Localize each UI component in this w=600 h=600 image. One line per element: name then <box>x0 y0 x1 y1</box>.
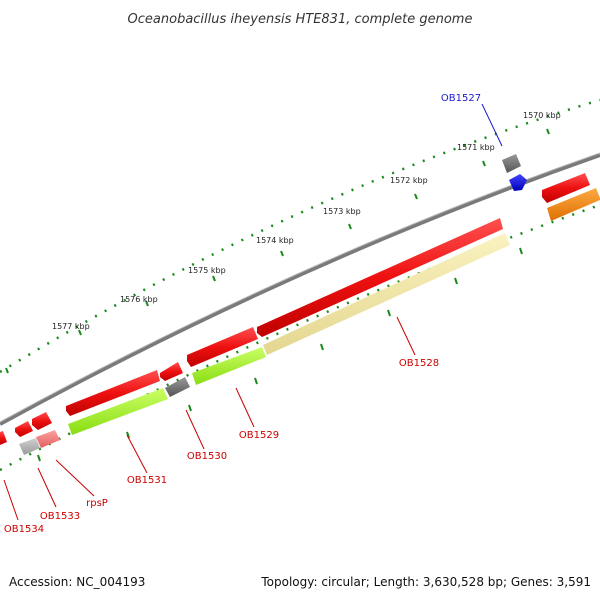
tick-label-1574: 1574 kbp <box>256 236 294 245</box>
gene-label-ob1529[interactable]: OB1529 <box>239 430 279 441</box>
tick-label-1573: 1573 kbp <box>323 207 361 216</box>
tick-label-1570: 1570 kbp <box>523 111 561 120</box>
backbone-highlight <box>0 152 600 423</box>
gene-label-ob1530[interactable]: OB1530 <box>187 451 227 462</box>
label-leader-lines <box>3 103 503 521</box>
gene-ob1527-arrow[interactable] <box>509 174 527 191</box>
tick-label-1572: 1572 kbp <box>390 176 428 185</box>
inner-major-ticks <box>37 247 523 462</box>
map-title: Oceanobacillus iheyensis HTE831, complet… <box>128 12 473 27</box>
feature-right-bar[interactable] <box>547 188 600 221</box>
gene-ob1527-gray-box[interactable] <box>502 154 521 173</box>
tick-label-1571: 1571 kbp <box>457 143 495 152</box>
gene-ob1531-arrow[interactable] <box>66 370 160 416</box>
tick-label-1576: 1576 kbp <box>120 295 158 304</box>
genome-summary-text: Topology: circular; Length: 3,630,528 bp… <box>260 575 591 589</box>
feature-ob1529-bar[interactable] <box>192 347 266 385</box>
gene-ob1530-arrow[interactable] <box>160 362 183 381</box>
gene-label-rpsp[interactable]: rpsP <box>86 498 108 509</box>
ruler-major-ticks <box>5 128 550 374</box>
outer-gene-track <box>0 173 590 445</box>
gene-ob1528-arrow[interactable] <box>257 218 503 337</box>
leader-rpsp <box>55 459 95 497</box>
gene-label-ob1533[interactable]: OB1533 <box>40 511 80 522</box>
gene-label-ob1527[interactable]: OB1527 <box>441 93 481 104</box>
gene-ob1529-arrow[interactable] <box>187 327 258 367</box>
tick-label-1575: 1575 kbp <box>188 266 226 275</box>
inner-feature-track <box>19 188 600 455</box>
feature-ob1528-bar[interactable] <box>263 233 510 355</box>
leader-ob1531 <box>126 434 148 474</box>
leader-ob1530 <box>185 409 205 450</box>
feature-ob1533-bar[interactable] <box>36 430 60 448</box>
leader-ob1529 <box>235 387 255 428</box>
leader-ob1527 <box>481 103 503 147</box>
gene-label-ob1534[interactable]: OB1534 <box>4 524 44 535</box>
gene-label-ob1531[interactable]: OB1531 <box>127 475 167 486</box>
feature-rpsp-bar[interactable] <box>19 438 40 455</box>
leader-ob1533 <box>37 467 57 508</box>
feature-ob1530-bar[interactable] <box>165 377 190 397</box>
gene-ob1534-arrow[interactable] <box>0 431 7 445</box>
gene-rpsp-arrow[interactable] <box>15 421 33 437</box>
gene-label-ob1528[interactable]: OB1528 <box>399 358 439 369</box>
leader-ob1528 <box>396 316 416 356</box>
gene-ob1533-arrow[interactable] <box>32 412 52 430</box>
feature-ob1531-bar[interactable] <box>68 388 168 435</box>
backbone-line <box>0 153 600 426</box>
accession-text: Accession: NC_004193 <box>9 575 145 589</box>
gene-right-arrow[interactable] <box>542 173 590 203</box>
tick-label-1577: 1577 kbp <box>52 322 90 331</box>
leader-ob1534 <box>3 479 19 521</box>
